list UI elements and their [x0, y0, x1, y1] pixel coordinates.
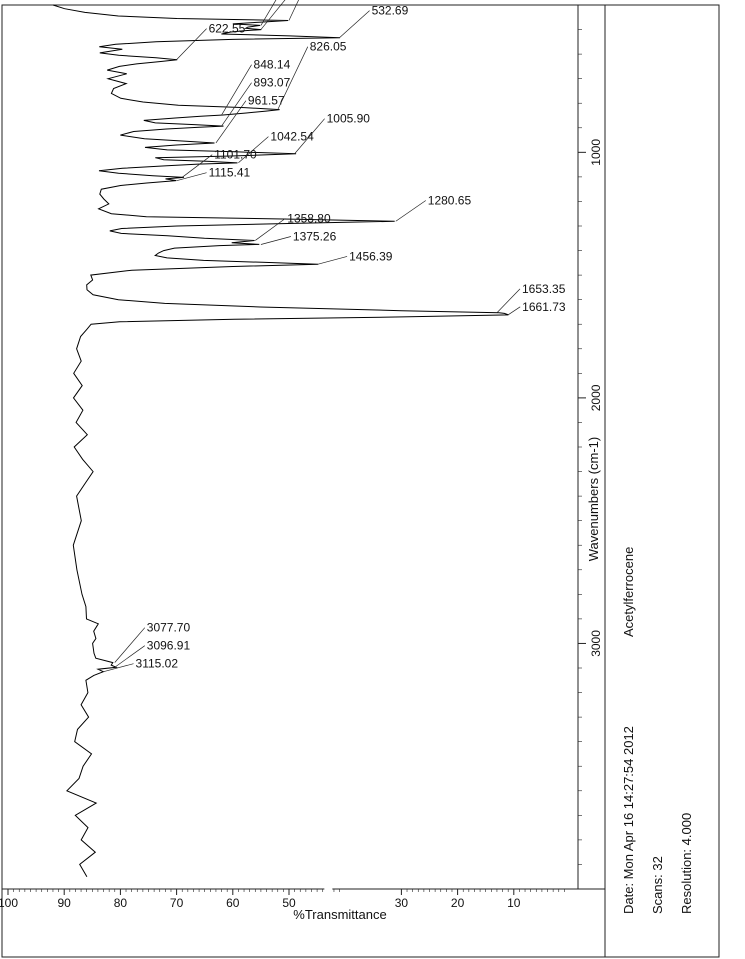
peak-leader-line — [317, 256, 348, 265]
peak-leader-line — [114, 645, 145, 668]
peak-leader-line — [507, 306, 521, 316]
peak-leader-line — [260, 0, 292, 26]
peak-label: 532.69 — [372, 4, 409, 18]
peak-leader-line — [288, 0, 320, 21]
peak-leader-line — [277, 46, 309, 110]
sample-name: Acetylferrocene — [621, 547, 636, 637]
peak-label: 1456.39 — [349, 249, 393, 263]
peak-leader-line — [103, 663, 134, 673]
peak-label: 1042.54 — [270, 130, 314, 144]
y-axis: 100 90 80 70 60 50 30 20 10 — [0, 885, 565, 910]
y-axis-title: %Transmittance — [293, 907, 386, 922]
y-tick-label: 80 — [114, 896, 128, 910]
peak-leader-line — [182, 154, 213, 178]
y-tick-label: 70 — [170, 896, 184, 910]
peak-label: 1375.26 — [293, 229, 337, 243]
peak-leader-line — [114, 627, 146, 663]
peak-leader-line — [260, 236, 291, 245]
outer-frame — [1, 4, 720, 958]
peak-label: 1005.90 — [327, 112, 371, 126]
x-tick-label: 3000 — [589, 630, 603, 657]
footer-date: Date: Mon Apr 16 14:27:54 2012 — [621, 726, 636, 914]
plot-area — [52, 4, 509, 877]
peak-leader-line — [238, 136, 269, 164]
y-tick-label: 100 — [0, 896, 18, 910]
peak-label: 1280.65 — [428, 193, 472, 207]
peak-label: 1653.35 — [522, 282, 566, 296]
peak-label: 1101.70 — [214, 148, 257, 162]
peak-label: 961.57 — [248, 94, 285, 108]
peak-leader-line — [221, 64, 252, 116]
peak-leader-line — [496, 288, 521, 314]
footer-scans: Scans: 32 — [650, 856, 665, 914]
peak-leader-line — [215, 100, 247, 144]
y-tick-label: 30 — [395, 896, 409, 910]
peak-label: 622.55 — [209, 22, 246, 36]
y-tick-label: 60 — [226, 896, 240, 910]
peak-leader-line — [294, 118, 325, 155]
y-tick-label: 10 — [507, 896, 521, 910]
y-tick-label: 50 — [282, 896, 296, 910]
peak-label: 826.05 — [310, 40, 347, 54]
x-tick-label: 1000 — [589, 139, 603, 166]
peak-leader-line — [339, 10, 370, 38]
peak-leader-line — [221, 82, 252, 127]
peak-leader-line — [255, 218, 286, 241]
peak-leader-line — [176, 172, 207, 182]
peak-label: 893.07 — [254, 76, 291, 90]
spectrum-line — [52, 4, 509, 877]
peak-leader-line — [395, 200, 426, 222]
y-tick-label: 90 — [58, 896, 72, 910]
peak-label: 1661.73 — [522, 300, 566, 314]
peak-label: 1115.41 — [209, 166, 251, 180]
peak-labels: 3115.02 3096.91 3077.70 1661.73 1653.35 1456.… — [103, 0, 566, 673]
peak-leader-line — [176, 28, 207, 60]
footer-resolution: Resolution: 4.000 — [679, 813, 694, 914]
x-axis-title: Wavenumbers (cm-1) — [586, 437, 601, 561]
peak-label: 3096.91 — [147, 639, 191, 653]
peak-label: 3115.02 — [136, 657, 179, 671]
peak-label: 1358.80 — [287, 211, 331, 225]
peak-label: 3077.70 — [147, 621, 191, 635]
y-tick-label: 20 — [451, 896, 465, 910]
peak-leader-line — [260, 0, 292, 30]
peak-label: 848.14 — [254, 58, 291, 72]
x-axis: 1000 2000 3000 — [577, 5, 603, 889]
x-tick-label: 2000 — [589, 384, 603, 411]
